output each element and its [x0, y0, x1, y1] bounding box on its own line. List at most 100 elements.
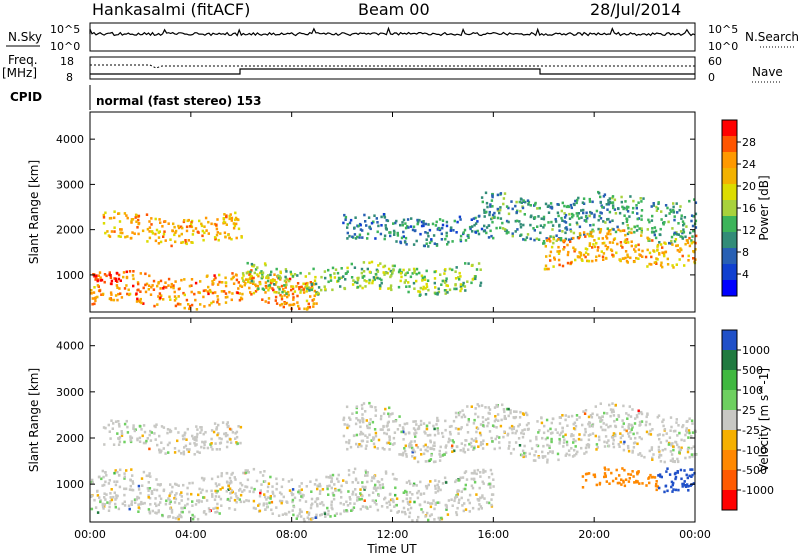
echo-cell [278, 288, 281, 291]
echo-cell [405, 493, 409, 496]
echo-cell [657, 445, 661, 449]
echo-cell [174, 427, 177, 430]
echo-cell [372, 276, 376, 279]
echo-cell [540, 421, 544, 425]
echo-cell [477, 415, 480, 419]
echo-cell [288, 277, 292, 281]
echo-cell [542, 215, 546, 219]
echo-cell [174, 229, 178, 233]
echo-cell [229, 213, 232, 216]
echo-cell [631, 408, 634, 411]
echo-cell [635, 414, 639, 417]
echo-cell [611, 219, 614, 222]
echo-cell [396, 234, 400, 237]
echo-cell [191, 233, 195, 236]
echo-cell [137, 282, 140, 286]
echo-cell [616, 225, 619, 229]
echo-cell [148, 433, 151, 437]
echo-cell [169, 500, 172, 504]
echo-cell [672, 202, 675, 205]
echo-cell [459, 449, 462, 452]
echo-cell [399, 223, 402, 227]
echo-cell [552, 235, 555, 239]
echo-cell [180, 510, 183, 514]
echo-cell [114, 294, 118, 297]
echo-cell [120, 434, 124, 437]
echo-cell [438, 453, 441, 456]
echo-cell [476, 403, 479, 406]
echo-cell [263, 493, 266, 496]
echo-cell [275, 487, 278, 491]
echo-cell [213, 422, 217, 425]
echo-cell [365, 444, 368, 448]
echo-cell [651, 227, 654, 230]
echo-cell [235, 236, 238, 240]
echo-cell [491, 220, 494, 224]
echo-cell [296, 274, 299, 277]
echo-cell [655, 205, 658, 209]
echo-cell [671, 490, 674, 493]
echo-cell [245, 499, 248, 502]
echo-cell [268, 286, 271, 290]
echo-cell [550, 207, 554, 210]
echo-cell [233, 218, 237, 222]
echo-cell [556, 431, 559, 434]
echo-cell [584, 251, 588, 254]
echo-cell [586, 472, 589, 476]
echo-cell [568, 453, 571, 457]
echo-cell [601, 428, 604, 432]
echo-cell [383, 234, 387, 238]
echo-cell [402, 427, 405, 431]
echo-cell [690, 239, 693, 242]
echo-cell [679, 247, 682, 250]
echo-cell [223, 432, 226, 436]
echo-cell [405, 497, 409, 501]
echo-cell [200, 224, 204, 228]
echo-cell [674, 488, 678, 492]
echo-cell [411, 493, 414, 496]
echo-cell [676, 249, 679, 252]
echo-cell [578, 433, 581, 436]
echo-cell [173, 233, 176, 237]
echo-cell [421, 510, 425, 514]
echo-cell [291, 292, 295, 296]
echo-cell [279, 303, 282, 307]
echo-cell [96, 489, 99, 493]
echo-cell [539, 224, 543, 227]
echo-cell [659, 441, 663, 444]
echo-cell [669, 208, 672, 212]
echo-cell [492, 478, 495, 481]
echo-cell [669, 210, 673, 213]
echo-cell [177, 224, 180, 228]
echo-cell [137, 484, 141, 488]
echo-cell [123, 493, 126, 497]
echo-cell [593, 245, 597, 249]
echo-cell [201, 488, 204, 492]
echo-cell [664, 484, 667, 488]
echo-cell [363, 488, 366, 491]
echo-cell [170, 511, 174, 514]
echo-cell [215, 448, 219, 451]
echo-cell [481, 447, 485, 450]
echo-cell [359, 284, 362, 288]
echo-cell [467, 448, 470, 451]
echo-cell [459, 283, 463, 286]
echo-cell [109, 496, 112, 499]
echo-cell [541, 436, 544, 440]
echo-cell [485, 231, 488, 235]
echo-cell [569, 228, 572, 232]
echo-cell [619, 229, 622, 233]
echo-cell [352, 279, 355, 282]
echo-cell [641, 255, 644, 258]
echo-cell [98, 271, 102, 274]
echo-cell [380, 414, 383, 418]
echo-cell [240, 297, 244, 301]
echo-cell [682, 482, 685, 486]
echo-cell [533, 229, 536, 232]
echo-cell [651, 214, 654, 218]
echo-cell [157, 242, 161, 245]
echo-cell [601, 205, 604, 209]
echo-cell [414, 229, 417, 232]
echo-cell [243, 283, 246, 287]
